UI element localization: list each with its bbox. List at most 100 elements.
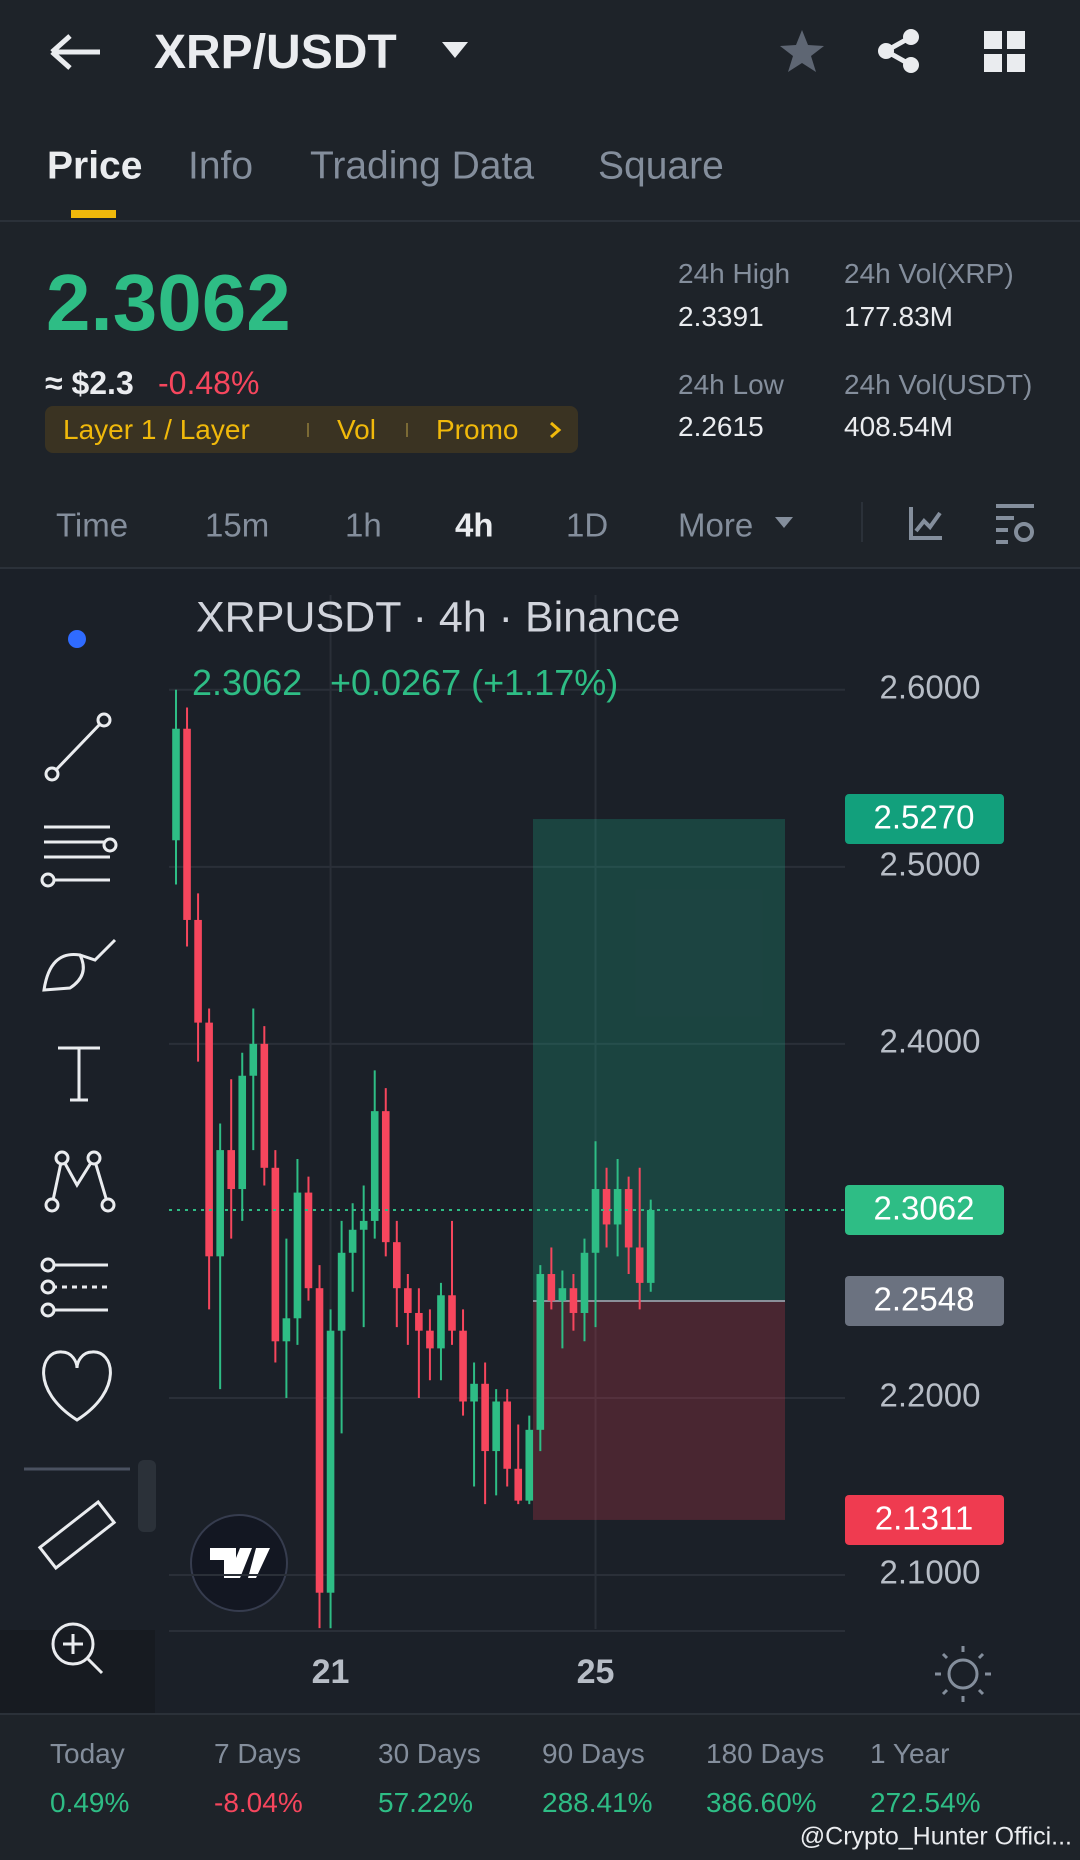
candle-body: [172, 728, 180, 841]
candle-body: [326, 1330, 335, 1593]
perf-label: 1 Year: [870, 1738, 950, 1769]
candle-body: [227, 1150, 235, 1190]
candle-body: [580, 1252, 589, 1313]
y-tick-label: 2.1000: [880, 1554, 981, 1591]
interval-active[interactable]: 4h: [455, 506, 494, 544]
approx-price: ≈ $2.3: [45, 365, 134, 401]
perf-value: 386.60%: [706, 1787, 817, 1818]
tags-box[interactable]: [45, 406, 578, 453]
toolbar-toggle[interactable]: [138, 1460, 156, 1532]
y-tick-label: 2.6000: [880, 669, 981, 706]
perf-label: 7 Days: [214, 1738, 302, 1769]
tag[interactable]: Vol: [337, 414, 376, 445]
divider: [0, 1713, 1080, 1715]
candle-body: [216, 1150, 224, 1257]
interval[interactable]: 1h: [345, 506, 382, 544]
candle-body: [558, 1288, 567, 1301]
candle-body: [393, 1242, 401, 1289]
perf-label: 90 Days: [542, 1738, 645, 1769]
tradingview-mark: [210, 1548, 270, 1578]
price-tag-label: 2.3062: [874, 1190, 975, 1227]
price-tag: [845, 1275, 1004, 1326]
legend-price: 2.3062: [192, 662, 303, 703]
watermark: @Crypto_Hunter Offici...: [799, 1822, 1072, 1851]
candle-body: [304, 1192, 313, 1289]
tab[interactable]: Square: [598, 144, 724, 188]
interval[interactable]: More: [678, 506, 754, 544]
candle-body: [624, 1189, 633, 1248]
more-dropdown[interactable]: [774, 516, 794, 530]
pair-dropdown[interactable]: [440, 40, 470, 62]
candle-body: [646, 1209, 655, 1283]
price-tag-label: 2.2548: [874, 1281, 975, 1318]
candle-body: [359, 1220, 368, 1230]
candle-body: [503, 1401, 511, 1469]
stat-label: 24h Low: [678, 369, 784, 400]
candle-body: [536, 1274, 545, 1430]
candle-body: [481, 1383, 489, 1452]
chart-title: XRPUSDT · 4h · Binance: [196, 593, 681, 642]
perf-value: 272.54%: [870, 1787, 981, 1818]
tag[interactable]: Layer 1 / Layer: [63, 414, 250, 445]
tags-arrow: [550, 421, 562, 439]
candle-body: [183, 728, 191, 920]
candle-body: [459, 1330, 467, 1402]
candle-body: [547, 1274, 556, 1301]
tab[interactable]: Info: [188, 144, 254, 188]
price-tag-label: 2.5270: [874, 799, 975, 836]
settings-icon[interactable]: [935, 1646, 991, 1702]
candle-body: [591, 1189, 600, 1253]
position-profit: [533, 819, 785, 1301]
perf-value: -8.04%: [214, 1787, 303, 1818]
tab[interactable]: Trading Data: [310, 144, 535, 188]
perf-value: 57.22%: [378, 1787, 473, 1818]
stat-label: 24h High: [678, 258, 791, 289]
candle-body: [271, 1167, 280, 1342]
x-tick-label: 25: [577, 1653, 615, 1691]
tag-sep: [307, 423, 309, 437]
price-tag: [845, 794, 1004, 845]
stat-value: 2.2615: [678, 411, 764, 442]
candle-body: [602, 1189, 611, 1225]
stat-value: 177.83M: [844, 301, 953, 332]
perf-label: 180 Days: [706, 1738, 825, 1769]
perf-value: 0.49%: [50, 1787, 130, 1818]
divider: [0, 220, 1080, 222]
candle-body: [426, 1330, 434, 1349]
favorite-button[interactable]: [778, 28, 826, 74]
interval[interactable]: Time: [56, 506, 129, 544]
tag[interactable]: Promo: [436, 414, 519, 445]
back-button[interactable]: [48, 30, 104, 74]
candle-body: [514, 1468, 523, 1501]
stat-value: 2.3391: [678, 301, 764, 332]
interval[interactable]: 1D: [566, 506, 609, 544]
perf-value: 288.41%: [542, 1787, 653, 1818]
candle-body: [194, 919, 202, 1023]
candle-body: [282, 1318, 291, 1342]
candle-body: [381, 1111, 390, 1243]
candle-body: [238, 1075, 247, 1190]
last-price: 2.3062: [46, 258, 291, 347]
candle-body: [613, 1189, 622, 1225]
chart-settings-button[interactable]: [994, 502, 1038, 546]
sep: [861, 502, 863, 542]
indicator-button[interactable]: [908, 505, 944, 541]
candle-body: [205, 1022, 213, 1257]
tab-active[interactable]: Price: [47, 144, 143, 188]
candle-body: [337, 1252, 346, 1331]
stat-label: 24h Vol(USDT): [844, 369, 1033, 400]
candle-body: [470, 1383, 478, 1402]
share-button[interactable]: [876, 28, 922, 74]
pair-title[interactable]: XRP/USDT: [154, 26, 397, 79]
stat-label: 24h Vol(XRP): [844, 258, 1014, 289]
y-tick-label: 2.4000: [880, 1023, 981, 1060]
candle-body: [315, 1288, 324, 1593]
interval[interactable]: 15m: [205, 506, 270, 544]
perf-label: 30 Days: [378, 1738, 481, 1769]
candle-body: [437, 1295, 445, 1349]
layout-button[interactable]: [984, 31, 1026, 73]
candle-body: [249, 1043, 258, 1076]
drawing-toolbar[interactable]: [24, 630, 130, 1675]
